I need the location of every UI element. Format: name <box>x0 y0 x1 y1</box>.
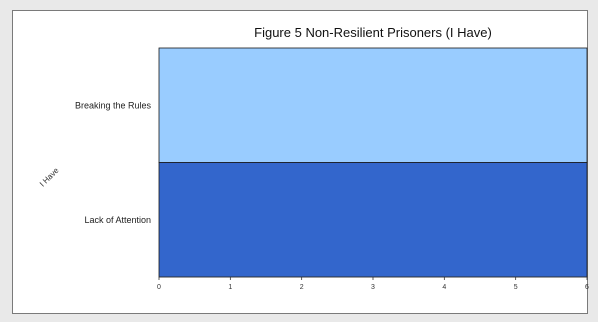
bar-chart: Figure 5 Non-Resilient Prisoners (I Have… <box>38 25 589 291</box>
x-axis: 0 1 2 3 4 5 6 <box>157 276 589 291</box>
x-tick-label: 6 <box>585 284 589 291</box>
x-tick-label: 0 <box>157 284 161 291</box>
chart-frame: Figure 5 Non-Resilient Prisoners (I Have… <box>12 10 589 314</box>
x-tick-label: 5 <box>514 284 518 291</box>
x-tick-label: 2 <box>300 284 304 291</box>
bars-group <box>158 47 588 278</box>
y-axis-label: I Have <box>38 165 61 188</box>
chart-title: Figure 5 Non-Resilient Prisoners (I Have… <box>254 25 492 40</box>
x-tick-label: 4 <box>442 284 446 291</box>
category-labels: Breaking the Rules Lack of Attention <box>75 100 152 225</box>
category-label: Breaking the Rules <box>75 100 152 110</box>
x-tick-label: 1 <box>228 284 232 291</box>
bar-lack-of-attention <box>158 162 588 278</box>
category-label: Lack of Attention <box>84 215 151 225</box>
bar-breaking-the-rules <box>158 47 588 163</box>
x-tick-label: 3 <box>371 284 375 291</box>
